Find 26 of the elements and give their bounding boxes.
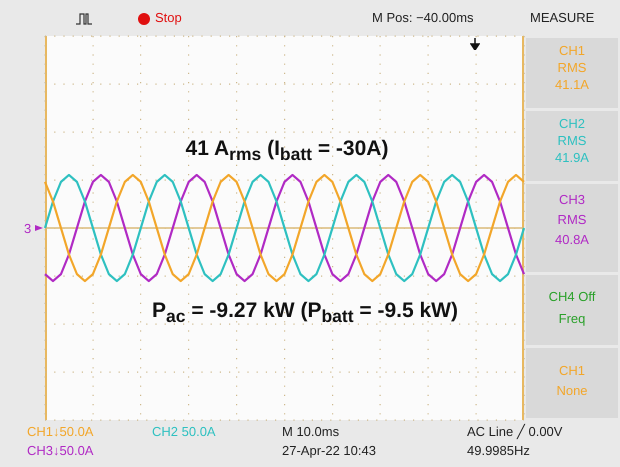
text: CH1 bbox=[558, 363, 586, 378]
text: 3 bbox=[24, 221, 32, 236]
text: CH3 bbox=[558, 192, 586, 207]
text: CH1↓50.0A bbox=[27, 424, 94, 439]
text: CH2 50.0A bbox=[152, 424, 216, 439]
text: 49.9985Hz bbox=[467, 443, 530, 458]
text: CH1 bbox=[558, 43, 586, 58]
text: M Pos: −40.00ms bbox=[372, 10, 474, 25]
text: MEASURE bbox=[530, 10, 594, 25]
text: M 10.0ms bbox=[282, 424, 340, 439]
text: 41 A$_{rms}$ (I$_{batt}$ = -30A) bbox=[186, 137, 388, 164]
text: 40.8A bbox=[555, 232, 589, 247]
text: 41.9A bbox=[555, 150, 589, 165]
text: RMS bbox=[558, 60, 586, 75]
text: RMS bbox=[558, 133, 586, 148]
text: CH2 bbox=[558, 116, 586, 131]
text: CH4 Off bbox=[548, 289, 596, 304]
text: P$_{ac}$ = -9.27 kW (P$_{batt}$ = -9.5 kW) bbox=[152, 299, 458, 326]
text: AC Line ╱ 0.00V bbox=[467, 424, 562, 439]
text: None bbox=[556, 383, 588, 398]
text: RMS bbox=[558, 212, 586, 227]
text: Stop bbox=[155, 10, 182, 25]
text: Freq bbox=[558, 311, 586, 326]
text: 27-Apr-22 10:43 bbox=[282, 443, 376, 458]
text: 41.1A bbox=[555, 77, 589, 92]
text: CH3↓50.0A bbox=[27, 443, 94, 458]
